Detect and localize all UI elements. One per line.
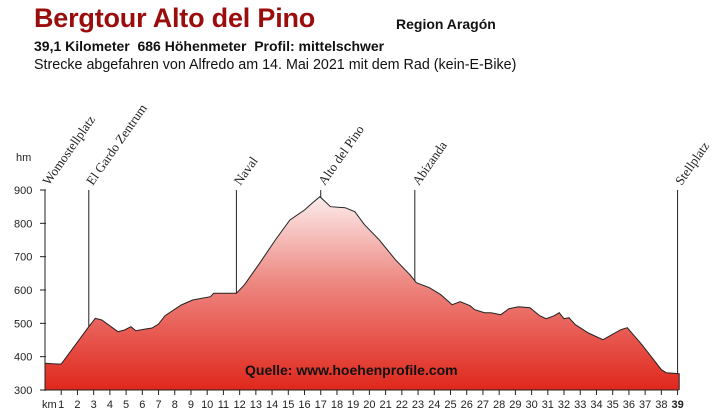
x-tick-label: 15 (282, 399, 294, 411)
waypoint-label: Abizanda (409, 138, 450, 188)
x-tick-label: 39 (671, 399, 683, 411)
waypoint-label: Naval (231, 153, 261, 187)
x-tick-label: 28 (493, 399, 505, 411)
x-tick-label: 25 (444, 399, 456, 411)
x-tick-label: 19 (347, 399, 359, 411)
tour-description: Strecke abgefahren von Alfredo am 14. Ma… (34, 57, 517, 73)
x-tick-label: 26 (461, 399, 473, 411)
x-tick-label: 22 (396, 399, 408, 411)
x-tick-label: 1 (58, 399, 64, 411)
x-tick-label: 18 (331, 399, 343, 411)
x-tick-label: 11 (218, 399, 229, 411)
waypoint-label: Alto del Pino (315, 122, 367, 187)
x-tick-label: 17 (315, 399, 327, 411)
x-tick-label: 4 (107, 399, 113, 411)
x-axis: km 1 2 3 4 5 6 7 8 9 10 11 12 13 14 15 16 17 18 19 20 21 22 23 2… (42, 389, 684, 411)
y-tick-label: 600 (14, 285, 32, 297)
y-tick-label: 700 (14, 252, 32, 264)
x-tick-label: 3 (91, 399, 97, 411)
tour-stats: 39,1 Kilometer 686 Höhenmeter Profil: mi… (34, 38, 385, 54)
x-tick-label: 5 (123, 399, 129, 411)
x-tick-label: 36 (623, 399, 635, 411)
x-tick-label: 8 (172, 399, 178, 411)
x-axis-unit: km (42, 399, 57, 411)
x-tick-label: 9 (188, 399, 194, 411)
y-tick-label: 900 (14, 185, 32, 197)
waypoint-label: Stellplatz (672, 139, 713, 188)
y-axis-unit: hm (16, 152, 31, 164)
y-axis: hm 900 800 700 600 500 400 300 (14, 152, 46, 397)
y-tick-label: 400 (14, 352, 32, 364)
x-tick-label: 24 (428, 399, 440, 411)
page-title: Bergtour Alto del Pino (34, 3, 316, 33)
x-tick-label: 31 (542, 399, 554, 411)
x-tick-label: 14 (266, 399, 278, 411)
x-tick-label: 16 (298, 399, 310, 411)
x-tick-label: 7 (155, 399, 161, 411)
y-tick-label: 300 (14, 385, 32, 397)
source-credit: Quelle: www.hoehenprofile.com (245, 362, 458, 378)
x-tick-label: 27 (477, 399, 489, 411)
x-tick-label: 12 (234, 399, 246, 411)
x-tick-label: 29 (509, 399, 521, 411)
waypoint-markers (44, 190, 679, 374)
x-tick-label: 20 (363, 399, 375, 411)
x-tick-label: 37 (639, 399, 651, 411)
x-tick-label: 2 (74, 399, 80, 411)
elevation-outline (44, 196, 680, 390)
x-tick-label: 23 (412, 399, 424, 411)
x-tick-label: 10 (201, 399, 213, 411)
x-tick-label: 30 (525, 399, 537, 411)
x-tick-label: 33 (574, 399, 586, 411)
waypoint-label: El Gardo Zentrum (83, 101, 150, 188)
x-tick-label: 32 (558, 399, 570, 411)
x-tick-label: 6 (139, 399, 145, 411)
x-tick-label: 21 (379, 399, 391, 411)
y-tick-label: 500 (14, 318, 32, 330)
x-tick-label: 38 (655, 399, 667, 411)
x-tick-label: 34 (590, 399, 602, 411)
x-tick-label: 13 (250, 399, 262, 411)
x-tick-label: 35 (607, 399, 619, 411)
y-tick-label: 800 (14, 218, 32, 230)
region-label: Region Aragón (396, 16, 496, 32)
elevation-area (45, 196, 680, 390)
